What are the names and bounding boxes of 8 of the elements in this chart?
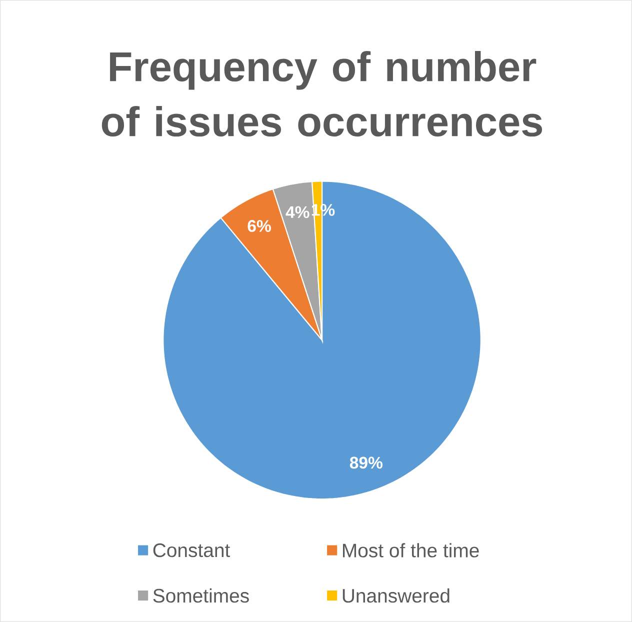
legend-label: Sometimes — [153, 588, 249, 603]
legend-label: Constant — [153, 543, 230, 558]
data-label: 4% — [286, 206, 310, 218]
data-label: 6% — [248, 220, 271, 232]
legend-label: Unanswered — [342, 588, 450, 603]
legend-label: Most of the time — [343, 543, 479, 558]
chart-title: Frequency of number of issues occurrences — [102, 51, 542, 137]
data-label: 89% — [350, 456, 382, 469]
